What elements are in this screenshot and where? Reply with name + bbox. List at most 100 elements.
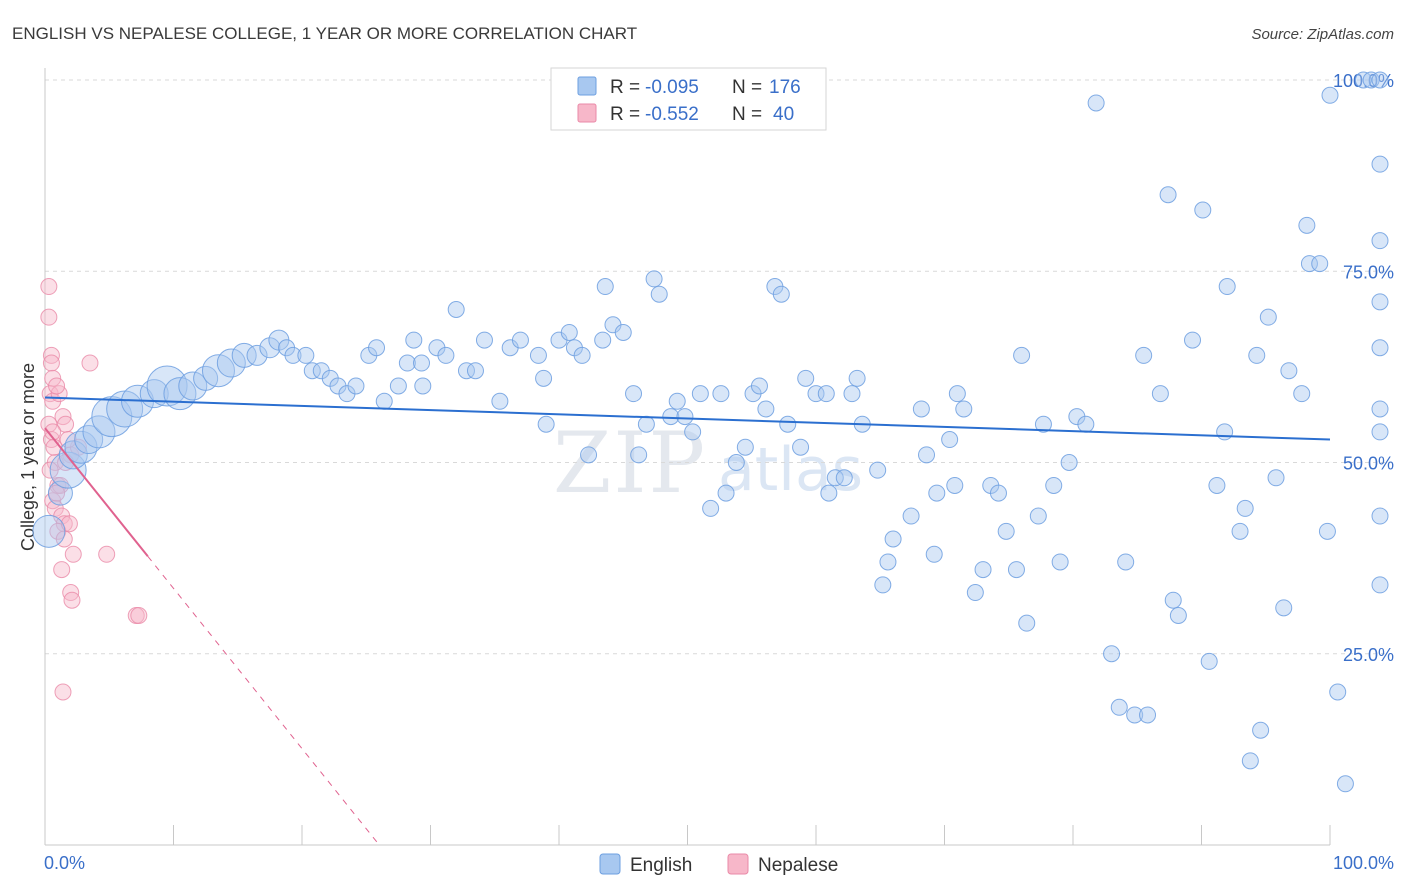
english-point-88 (848, 369, 866, 387)
y-tick-label-0: 25.0% (1343, 645, 1394, 665)
english-point-107 (997, 522, 1015, 540)
english-point-59 (625, 385, 643, 403)
english-point-156 (1371, 507, 1389, 525)
nepalese-point-22 (81, 354, 99, 372)
english-point-40 (447, 301, 465, 318)
english-point-123 (1135, 346, 1153, 364)
english-point-103 (966, 584, 984, 602)
bottom-legend-nepalese-label: Nepalese (758, 855, 838, 876)
legend-english-n-value: 176 (769, 77, 801, 98)
english-point-5 (74, 425, 104, 455)
tick-labels: 25.0%50.0%75.0%100.0%0.0% 100.0% (44, 71, 1394, 873)
english-point-18 (246, 344, 268, 366)
english-point-14 (193, 365, 219, 391)
legend-nepalese-swatch (577, 103, 597, 123)
nepalese-point-37 (59, 431, 77, 449)
english-point-33 (389, 377, 407, 395)
english-point-58 (614, 323, 632, 341)
english-point-106 (989, 484, 1007, 502)
legend-box (550, 67, 827, 131)
english-point-153 (1362, 71, 1380, 89)
english-point-94 (902, 507, 920, 525)
english-point-61 (637, 415, 655, 433)
english-point-131 (1200, 652, 1218, 670)
english-point-36 (414, 377, 432, 395)
english-point-34 (398, 354, 416, 372)
nepalese-trend-line (44, 427, 149, 557)
english-point-55 (594, 331, 612, 349)
nepalese-point-29 (130, 607, 148, 624)
nepalese-points (40, 278, 148, 701)
english-point-42 (466, 362, 484, 380)
english-point-22 (284, 346, 302, 364)
english-trend-line (44, 396, 1331, 441)
english-point-104 (974, 561, 992, 579)
english-point-136 (1236, 499, 1254, 517)
english-point-35 (405, 331, 423, 349)
english-point-2 (49, 451, 87, 489)
english-point-132 (1208, 476, 1226, 494)
english-point-17 (231, 342, 257, 368)
english-point-63 (650, 285, 668, 303)
x-tick-label-0: 0.0% (44, 853, 85, 873)
bottom-legend-nepalese-swatch (727, 853, 749, 875)
english-point-147 (1311, 255, 1329, 273)
english-point-144 (1293, 385, 1311, 403)
english-point-148 (1318, 522, 1336, 540)
english-point-87 (843, 385, 861, 403)
english-point-0 (32, 514, 66, 548)
english-point-101 (948, 385, 966, 403)
english-point-1 (47, 480, 73, 506)
nepalese-point-38 (44, 423, 62, 441)
english-point-117 (1077, 415, 1095, 433)
english-point-66 (676, 408, 694, 426)
english-point-83 (817, 385, 835, 403)
english-point-29 (347, 377, 365, 395)
english-point-23 (297, 346, 315, 364)
english-point-43 (475, 331, 493, 349)
english-point-92 (879, 553, 897, 571)
english-point-100 (946, 476, 964, 494)
english-point-142 (1275, 599, 1293, 617)
english-point-46 (511, 331, 529, 349)
english-point-60 (630, 446, 648, 464)
english-point-76 (757, 400, 775, 418)
english-point-124 (1139, 706, 1157, 724)
english-point-68 (691, 385, 709, 403)
watermark-atlas: atlas (718, 435, 863, 505)
english-point-32 (375, 392, 393, 410)
english-point-143 (1280, 362, 1298, 380)
english-point-149 (1321, 86, 1339, 104)
english-point-115 (1060, 454, 1078, 471)
english-point-154 (1371, 576, 1389, 594)
english-point-137 (1241, 752, 1259, 770)
english-point-73 (736, 438, 754, 456)
english-point-81 (797, 369, 815, 387)
english-point-15 (201, 354, 235, 388)
english-point-160 (1371, 293, 1389, 311)
nepalese-point-33 (48, 377, 66, 395)
legend-nepalese-r-value: -0.552 (645, 104, 699, 125)
legend-nepalese-n-value: 40 (773, 104, 794, 125)
english-point-80 (792, 438, 810, 456)
english-point-16 (216, 348, 246, 378)
english-point-31 (368, 339, 386, 357)
english-point-119 (1103, 645, 1121, 663)
english-point-90 (869, 461, 887, 479)
chart-title: ENGLISH VS NEPALESE COLLEGE, 1 YEAR OR M… (12, 24, 637, 43)
english-point-39 (437, 346, 455, 364)
english-point-127 (1164, 591, 1182, 609)
english-point-70 (712, 385, 730, 403)
legend-english-r-label: R = (610, 77, 640, 98)
english-point-49 (537, 415, 555, 433)
x-tick-label-1: 100.0% (1333, 853, 1394, 873)
nepalese-point-39 (60, 515, 78, 533)
english-point-108 (1007, 561, 1025, 579)
english-point-114 (1051, 553, 1069, 571)
english-point-135 (1231, 522, 1249, 540)
english-point-86 (835, 469, 853, 487)
english-point-54 (580, 446, 598, 464)
english-point-13 (178, 371, 208, 401)
english-point-82 (807, 385, 825, 403)
